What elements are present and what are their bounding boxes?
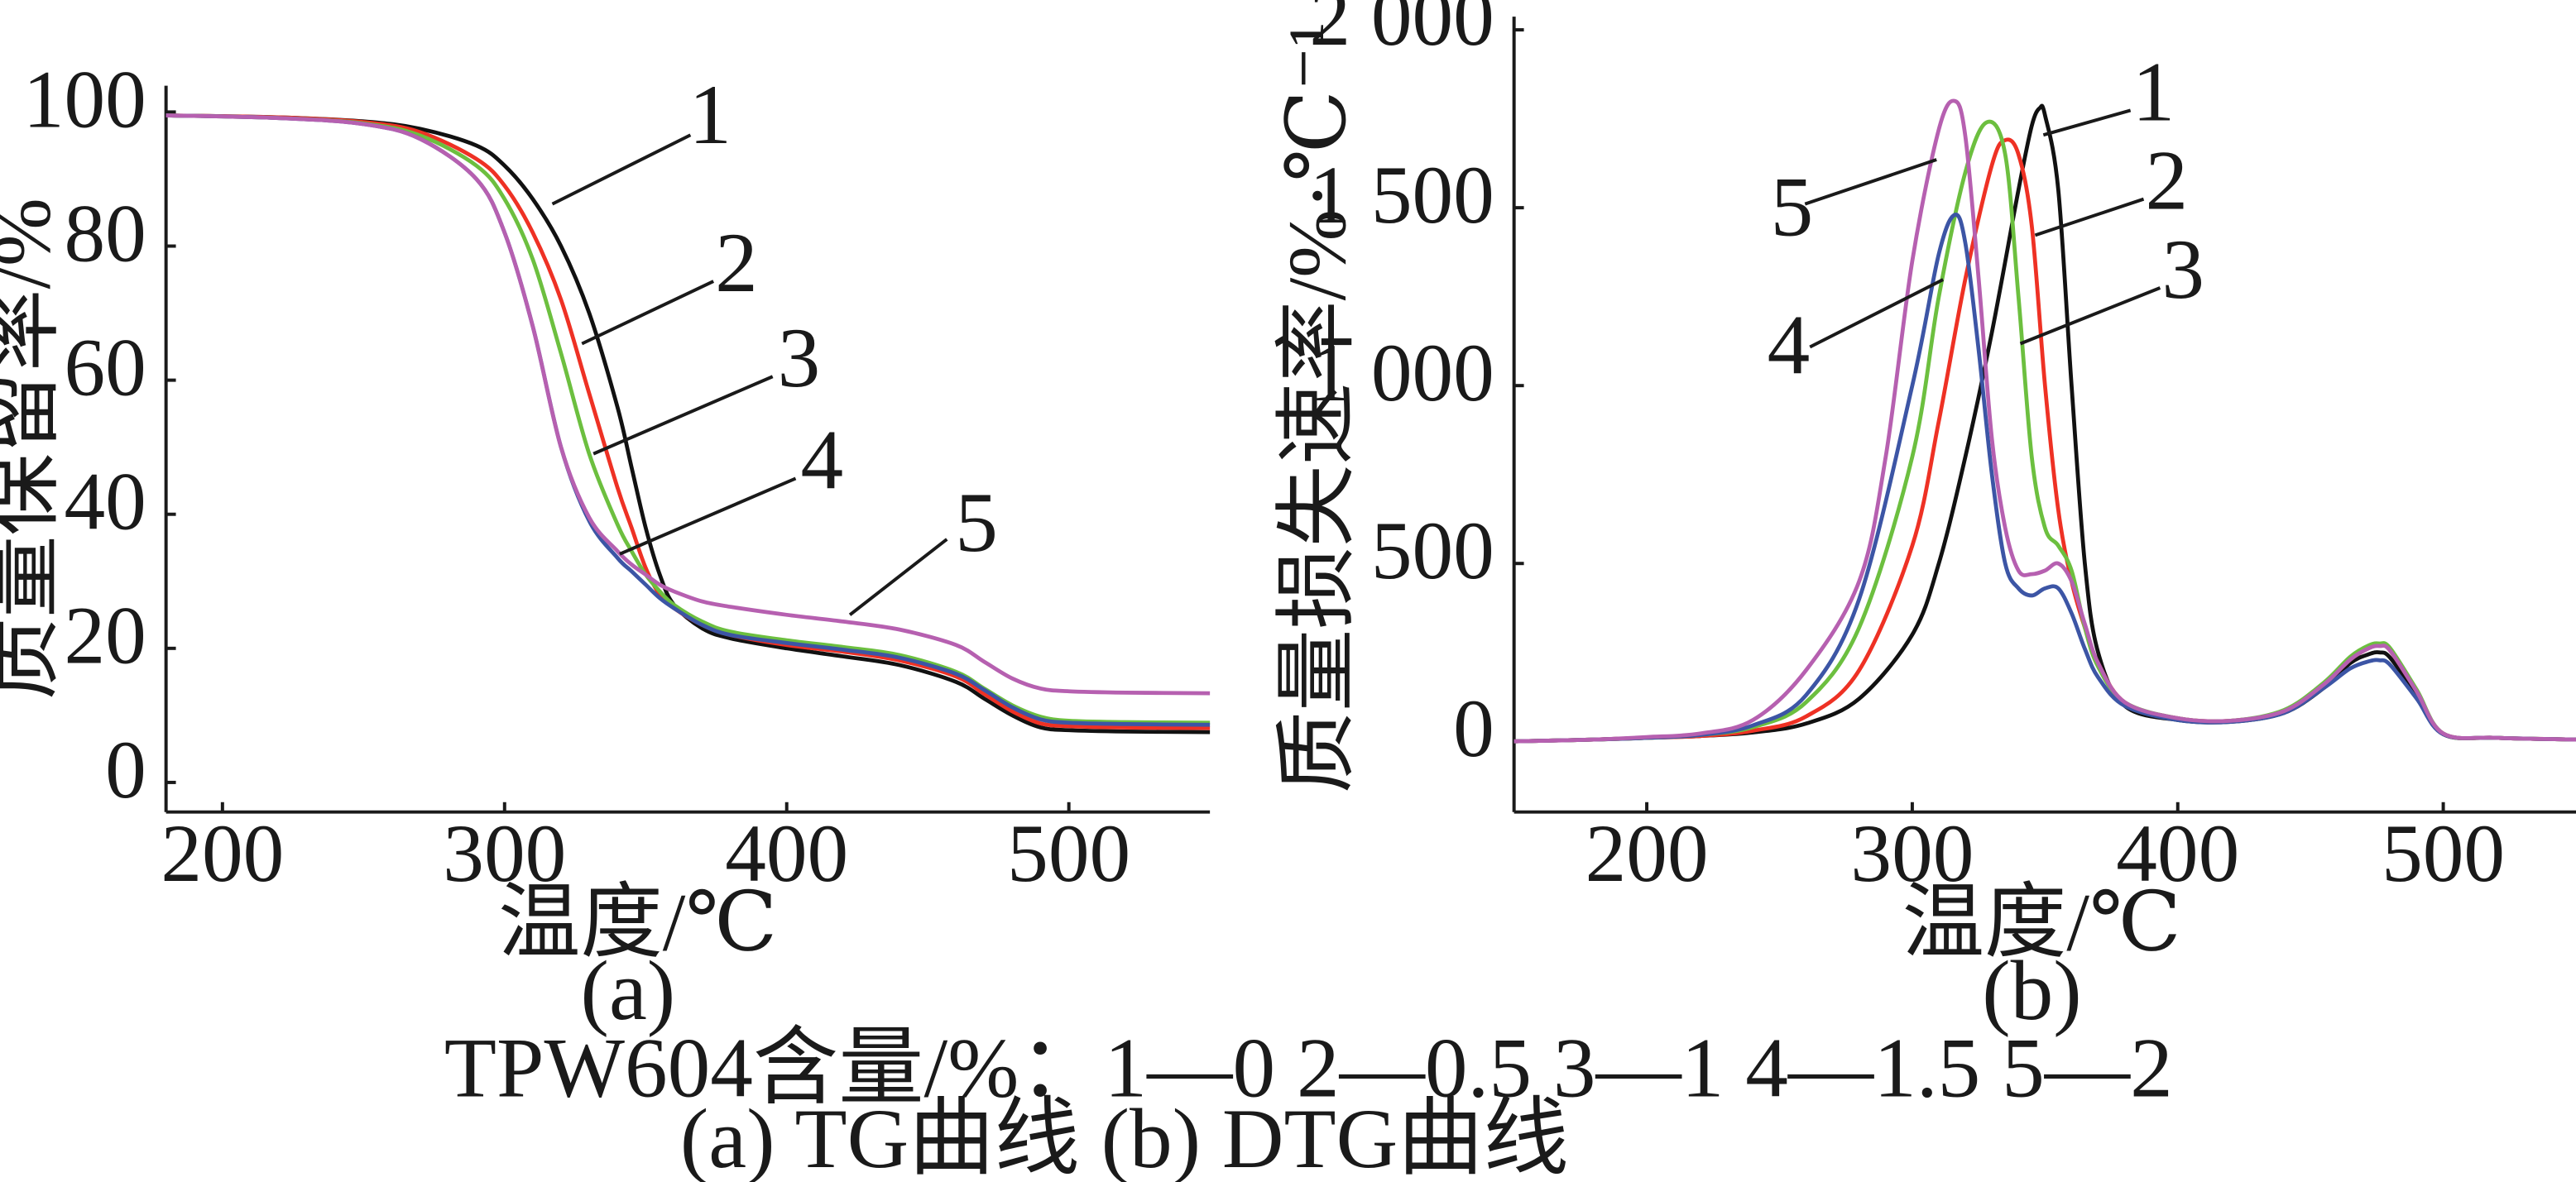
panel-b-leader-2 [2034, 197, 2145, 237]
panel-a-leader-4 [619, 476, 797, 556]
panel-b-series-label-4: 4 [1768, 298, 1811, 392]
panel-a-axes [164, 85, 1211, 814]
panel-b-x-tick-label-300: 300 [1850, 808, 1974, 899]
panel-a-x-tick-label-200: 200 [161, 808, 284, 899]
panel-b-series-4-line [1513, 213, 2576, 744]
panel-b-dtg-chart: 200 300 400 500 0 500 1 000 1 500 2 000 123 4 5 温度… [1272, 0, 2576, 1038]
panel-a-annotations: 1 234 5 [551, 68, 998, 616]
panel-b-axes [1512, 17, 2576, 814]
panel-b-annotations: 123 4 5 [1768, 45, 2204, 392]
panel-a-x-tick-label-500: 500 [1007, 808, 1130, 899]
panel-a-leader-2 [581, 280, 715, 346]
panel-a-y-tick-label-60: 60 [64, 322, 146, 413]
panel-b-x-tick-label-500: 500 [2382, 808, 2505, 899]
panel-a-curves [165, 113, 1211, 735]
panel-a-series-label-4: 4 [800, 413, 843, 507]
panel-b-series-1-line [1513, 103, 2576, 744]
panel-b-leader-3 [2019, 286, 2161, 346]
panel-a-y-tick-label-20: 20 [64, 591, 146, 682]
panel-b-y-tick-label-1500: 1 500 [1309, 150, 1494, 241]
panel-b-leader-5 [1804, 158, 1937, 206]
panel-a-ticks: 200 300 400 500 0 20 40 60 80 100 [23, 54, 1130, 899]
panel-a-y-tick-label-80: 80 [64, 188, 146, 279]
figure-subcaption: (a) TG曲线 (b) DTG曲线 [680, 1092, 1569, 1182]
panel-a-series-label-5: 5 [955, 476, 998, 570]
panel-a-y-tick-label-100: 100 [23, 54, 146, 145]
panel-b-x-axis-title: 温度/℃ [1902, 878, 2181, 969]
panel-b-series-label-5: 5 [1771, 160, 1814, 254]
panel-a-x-tick-label-400: 400 [725, 808, 848, 899]
panel-a-tg-chart: 200 300 400 500 0 20 40 60 80 100 1 234 5 温度/℃ 质量保留… [0, 54, 1211, 1038]
panel-a-series-4-line [165, 113, 1211, 727]
panel-b-series-label-3: 3 [2161, 223, 2204, 317]
panel-a-leader-3 [592, 375, 774, 456]
panel-a-leader-5 [848, 538, 948, 616]
panel-b-series-label-1: 1 [2132, 45, 2175, 139]
panel-a-x-axis-title: 温度/℃ [498, 878, 777, 969]
panel-a-series-1-line [165, 113, 1211, 735]
panel-b-leader-4 [1809, 278, 1945, 349]
panel-a-y-tick-label-40: 40 [64, 457, 146, 548]
panel-b-x-tick-label-200: 200 [1585, 808, 1709, 899]
panel-b-series-2-line [1513, 137, 2576, 744]
panel-a-y-axis-title: 质量保留率/% [0, 198, 68, 700]
panel-a-series-3-line [165, 113, 1211, 725]
legend-caption: TPW604含量/%：1—0 2—0.5 3—1 4—1.5 5—2 [444, 1021, 2173, 1115]
panel-b-y-tick-label-500: 500 [1371, 505, 1494, 596]
panel-a-x-tick-label-300: 300 [443, 808, 566, 899]
panel-a-leader-1 [551, 133, 692, 206]
panel-b-label: (b) [1982, 944, 2081, 1038]
panel-b-leader-1 [2042, 108, 2132, 137]
panel-b-curves [1513, 98, 2576, 744]
panel-a-label: (a) [581, 944, 676, 1038]
panel-a-series-5-line [165, 113, 1211, 696]
panel-b-y-tick-label-2000: 2 000 [1309, 0, 1494, 63]
panel-a-series-label-3: 3 [778, 311, 821, 405]
panel-b-ticks: 200 300 400 500 0 500 1 000 1 500 2 000 [1309, 0, 2505, 899]
panel-b-series-5-line [1513, 98, 2576, 744]
panel-b-series-3-line [1513, 119, 2576, 744]
panel-a-series-label-2: 2 [715, 216, 758, 310]
panel-b-y-tick-label-1000: 1 000 [1309, 328, 1494, 419]
panel-a-series-label-1: 1 [688, 68, 732, 162]
panel-b-y-tick-label-0: 0 [1453, 683, 1494, 774]
panel-b-series-label-2: 2 [2146, 134, 2189, 228]
panel-b-x-tick-label-400: 400 [2116, 808, 2239, 899]
panel-a-y-tick-label-0: 0 [105, 725, 146, 816]
panel-b-y-axis-title: 质量损失速率/%·℃⁻¹ [1272, 22, 1363, 794]
panel-a-series-2-line [165, 113, 1211, 730]
